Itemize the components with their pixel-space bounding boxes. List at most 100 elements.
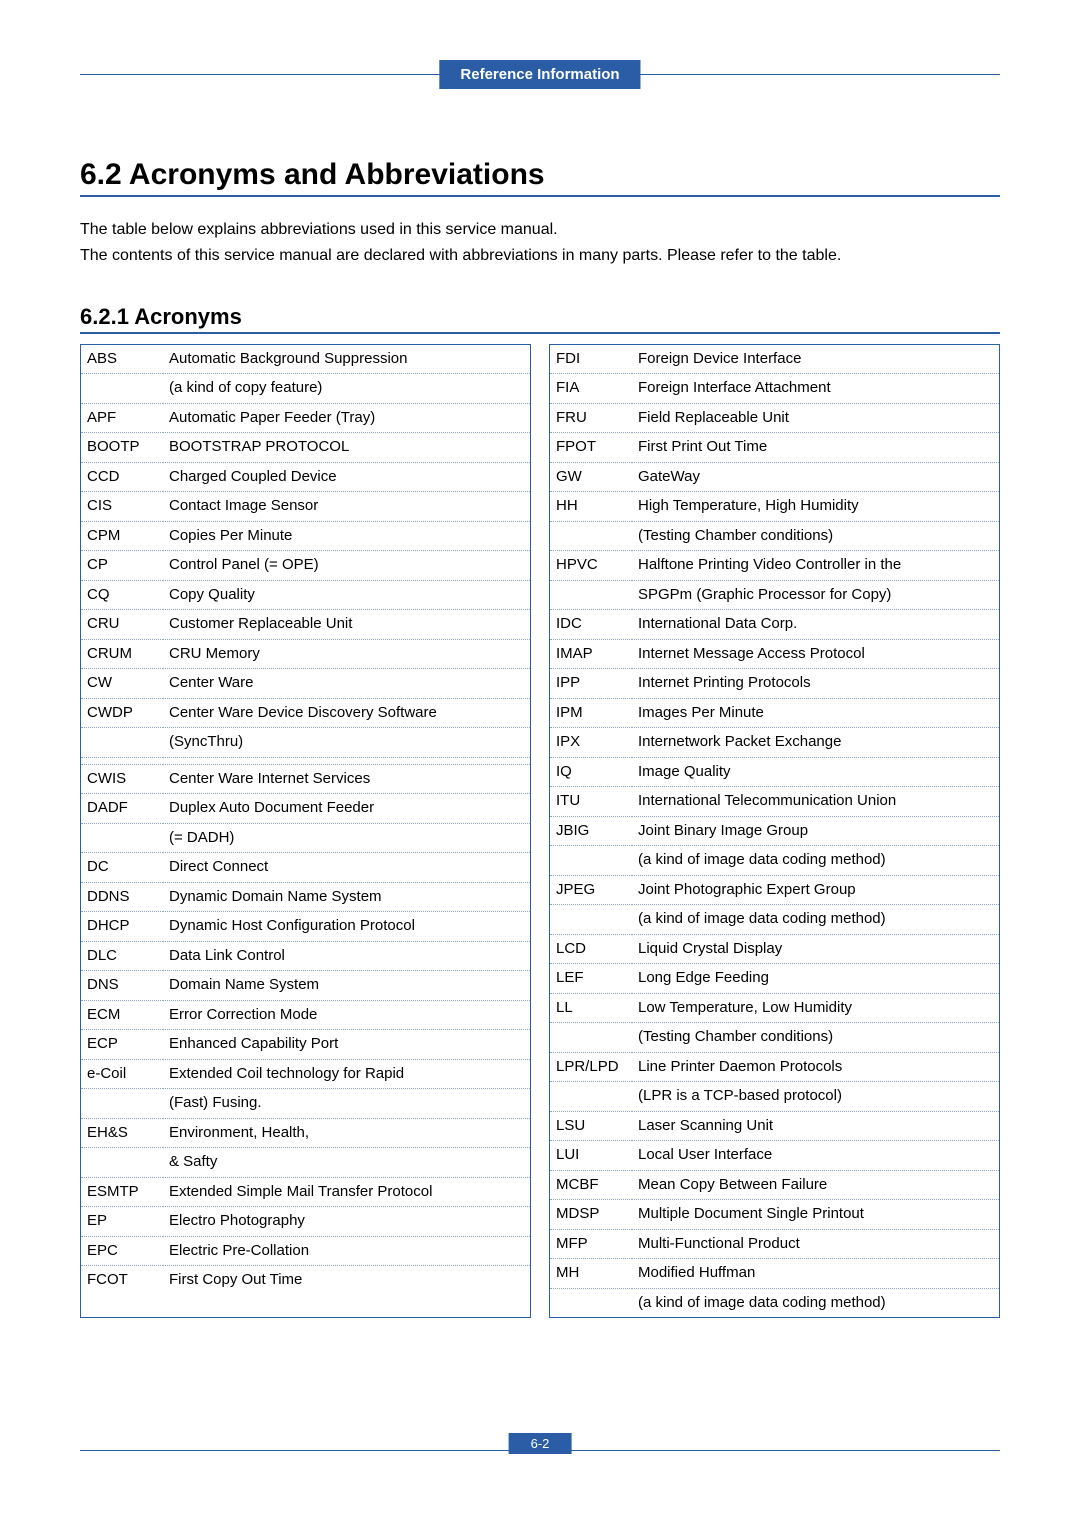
acronym-def: Laser Scanning Unit xyxy=(632,1111,999,1141)
header: Reference Information xyxy=(80,60,1000,88)
table-row: DCDirect Connect xyxy=(81,853,530,883)
table-row: LPR/LPDLine Printer Daemon Protocols xyxy=(550,1052,999,1082)
table-row: HHHigh Temperature, High Humidity xyxy=(550,492,999,522)
acronym-abbr: CW xyxy=(81,669,163,699)
acronym-abbr: LCD xyxy=(550,934,632,964)
acronym-abbr xyxy=(550,1082,632,1112)
table-row: LSULaser Scanning Unit xyxy=(550,1111,999,1141)
table-row: IQImage Quality xyxy=(550,757,999,787)
acronym-abbr xyxy=(550,1288,632,1317)
acronym-abbr: MH xyxy=(550,1259,632,1289)
table-row: CPControl Panel (= OPE) xyxy=(81,551,530,581)
table-row: CCDCharged Coupled Device xyxy=(81,462,530,492)
acronym-def: Mean Copy Between Failure xyxy=(632,1170,999,1200)
acronym-abbr: LEF xyxy=(550,964,632,994)
acronym-def: Joint Photographic Expert Group xyxy=(632,875,999,905)
acronym-abbr: FIA xyxy=(550,374,632,404)
acronym-def: Copy Quality xyxy=(163,580,530,610)
table-row: IPPInternet Printing Protocols xyxy=(550,669,999,699)
acronym-abbr: IPX xyxy=(550,728,632,758)
acronym-def: (Fast) Fusing. xyxy=(163,1089,530,1119)
acronym-abbr: ESMTP xyxy=(81,1177,163,1207)
intro-block: The table below explains abbreviations u… xyxy=(80,219,1000,268)
table-row: & Safty xyxy=(81,1148,530,1178)
table-row: EPCElectric Pre-Collation xyxy=(81,1236,530,1266)
table-row: (Testing Chamber conditions) xyxy=(550,521,999,551)
table-row: JBIGJoint Binary Image Group xyxy=(550,816,999,846)
acronym-columns: ABSAutomatic Background Suppression(a ki… xyxy=(80,344,1000,1319)
table-row: FRUField Replaceable Unit xyxy=(550,403,999,433)
table-row: ECPEnhanced Capability Port xyxy=(81,1030,530,1060)
table-row xyxy=(81,757,530,764)
acronym-abbr: CWDP xyxy=(81,698,163,728)
acronym-abbr: IPM xyxy=(550,698,632,728)
acronym-abbr: CCD xyxy=(81,462,163,492)
acronym-def: Center Ware Device Discovery Software xyxy=(163,698,530,728)
table-row: (Testing Chamber conditions) xyxy=(550,1023,999,1053)
table-row: (= DADH) xyxy=(81,823,530,853)
acronym-def: Long Edge Feeding xyxy=(632,964,999,994)
acronym-def: Electric Pre-Collation xyxy=(163,1236,530,1266)
acronym-abbr: IMAP xyxy=(550,639,632,669)
acronym-abbr: FCOT xyxy=(81,1266,163,1295)
table-row: IPXInternetwork Packet Exchange xyxy=(550,728,999,758)
acronym-def: (a kind of image data coding method) xyxy=(632,846,999,876)
acronym-abbr: CPM xyxy=(81,521,163,551)
acronym-abbr: LSU xyxy=(550,1111,632,1141)
acronym-abbr: FPOT xyxy=(550,433,632,463)
acronym-def: Environment, Health, xyxy=(163,1118,530,1148)
acronym-def: Duplex Auto Document Feeder xyxy=(163,794,530,824)
table-row: FCOTFirst Copy Out Time xyxy=(81,1266,530,1295)
acronym-def: Dynamic Domain Name System xyxy=(163,882,530,912)
acronym-abbr xyxy=(550,846,632,876)
acronym-def: Modified Huffman xyxy=(632,1259,999,1289)
acronym-abbr: CRUM xyxy=(81,639,163,669)
acronym-def: Halftone Printing Video Controller in th… xyxy=(632,551,999,581)
acronym-abbr: CWIS xyxy=(81,764,163,794)
table-row: MFPMulti-Functional Product xyxy=(550,1229,999,1259)
acronym-def: (Testing Chamber conditions) xyxy=(632,521,999,551)
acronym-abbr: MFP xyxy=(550,1229,632,1259)
acronym-abbr: ABS xyxy=(81,345,163,374)
acronym-abbr: MDSP xyxy=(550,1200,632,1230)
table-row: MCBFMean Copy Between Failure xyxy=(550,1170,999,1200)
table-row: HPVCHalftone Printing Video Controller i… xyxy=(550,551,999,581)
acronym-def: (SyncThru) xyxy=(163,728,530,758)
acronym-abbr: DNS xyxy=(81,971,163,1001)
acronym-abbr xyxy=(550,1023,632,1053)
acronym-def: Dynamic Host Configuration Protocol xyxy=(163,912,530,942)
acronym-def: Foreign Device Interface xyxy=(632,345,999,374)
table-row: DADFDuplex Auto Document Feeder xyxy=(81,794,530,824)
acronym-def: First Print Out Time xyxy=(632,433,999,463)
acronym-abbr: EP xyxy=(81,1207,163,1237)
acronym-abbr: FDI xyxy=(550,345,632,374)
table-row: (a kind of copy feature) xyxy=(81,374,530,404)
acronym-abbr: ECM xyxy=(81,1000,163,1030)
acronym-abbr: CIS xyxy=(81,492,163,522)
acronym-column-left: ABSAutomatic Background Suppression(a ki… xyxy=(80,344,531,1319)
acronym-def: Charged Coupled Device xyxy=(163,462,530,492)
table-row: BOOTPBOOTSTRAP PROTOCOL xyxy=(81,433,530,463)
acronym-def: Liquid Crystal Display xyxy=(632,934,999,964)
table-row: IDCInternational Data Corp. xyxy=(550,610,999,640)
acronym-def: Internetwork Packet Exchange xyxy=(632,728,999,758)
acronym-def: CRU Memory xyxy=(163,639,530,669)
acronym-def: Automatic Background Suppression xyxy=(163,345,530,374)
table-row: e-CoilExtended Coil technology for Rapid xyxy=(81,1059,530,1089)
acronym-def: International Data Corp. xyxy=(632,610,999,640)
table-row: (LPR is a TCP-based protocol) xyxy=(550,1082,999,1112)
table-row: (SyncThru) xyxy=(81,728,530,758)
acronym-abbr: ITU xyxy=(550,787,632,817)
acronym-abbr: DC xyxy=(81,853,163,883)
table-row: IPMImages Per Minute xyxy=(550,698,999,728)
table-row: CRUCustomer Replaceable Unit xyxy=(81,610,530,640)
acronym-def: Field Replaceable Unit xyxy=(632,403,999,433)
table-row: APFAutomatic Paper Feeder (Tray) xyxy=(81,403,530,433)
acronym-abbr: IDC xyxy=(550,610,632,640)
acronym-abbr xyxy=(550,580,632,610)
acronym-abbr: IPP xyxy=(550,669,632,699)
acronym-def: Foreign Interface Attachment xyxy=(632,374,999,404)
acronym-abbr: JPEG xyxy=(550,875,632,905)
acronym-abbr: DDNS xyxy=(81,882,163,912)
acronym-def: Error Correction Mode xyxy=(163,1000,530,1030)
